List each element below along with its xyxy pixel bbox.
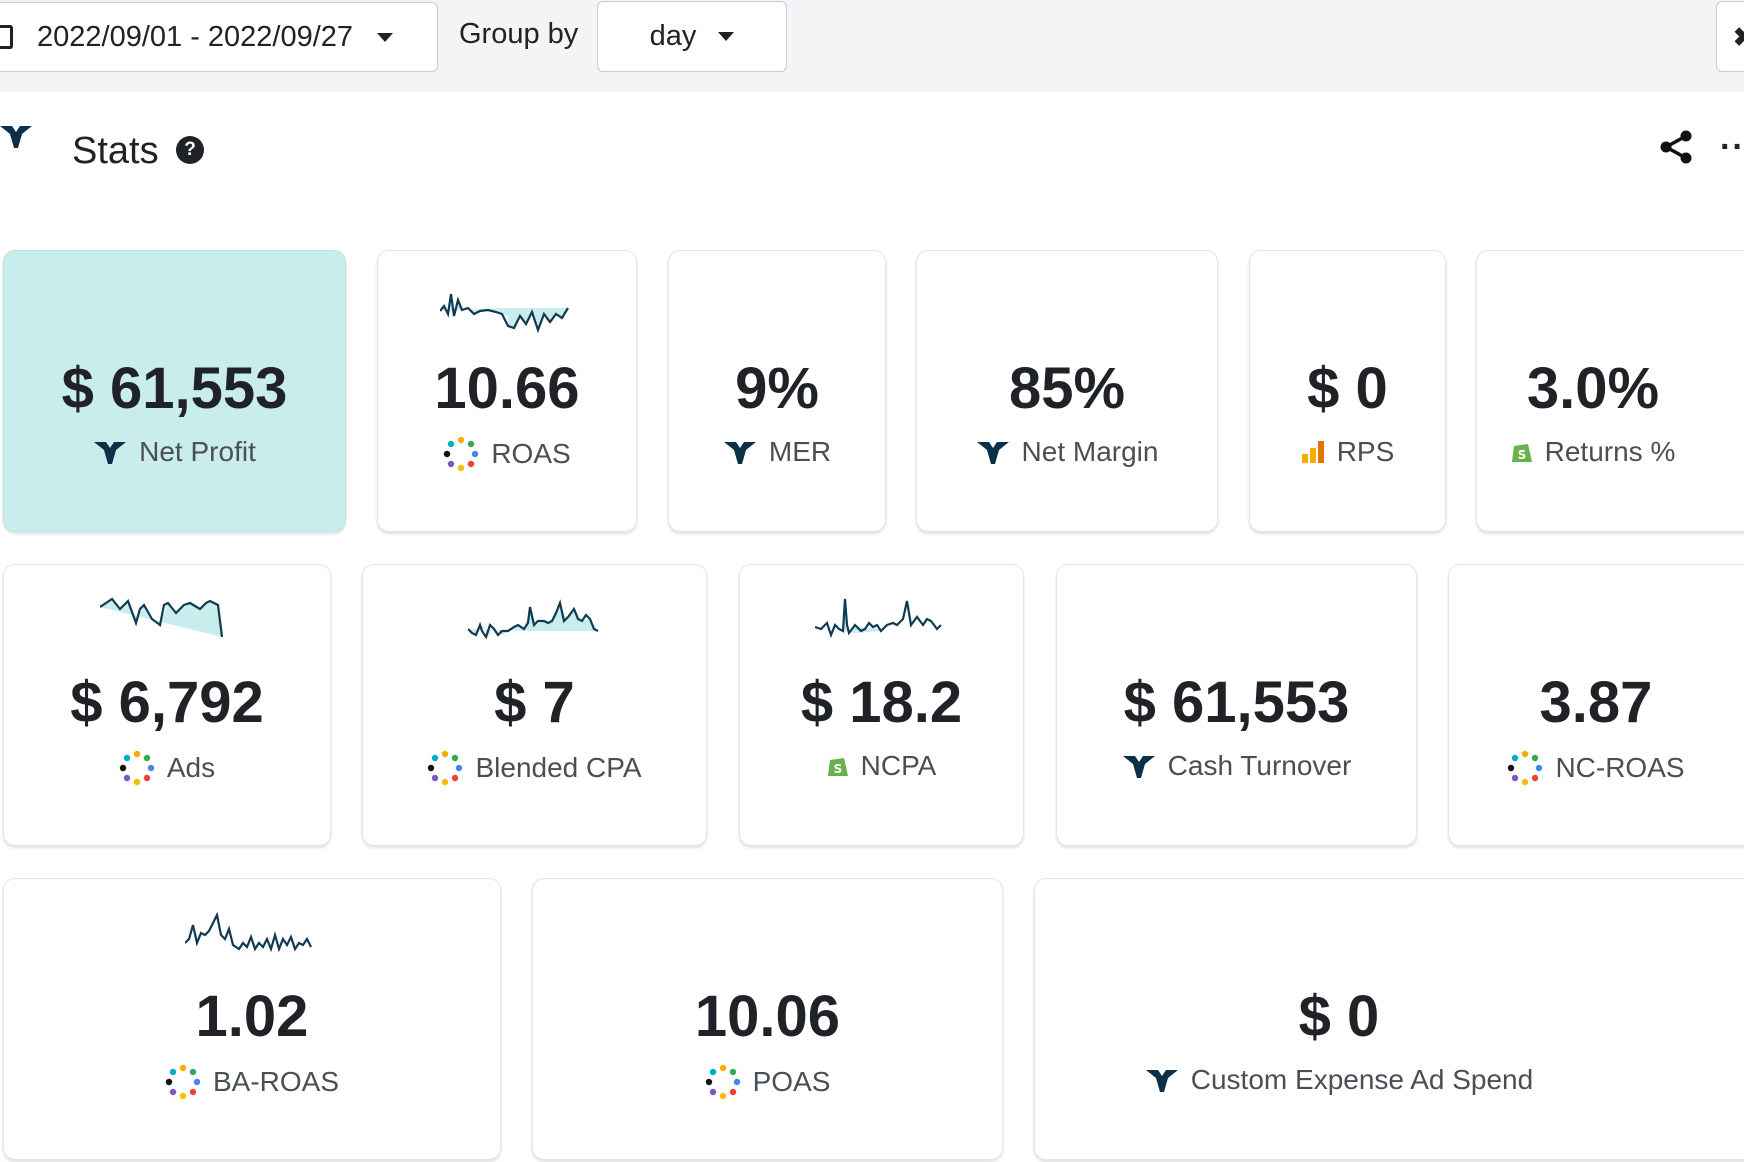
metric-card-poas[interactable]: 10.06 POAS <box>532 878 1003 1160</box>
shopify-icon: S <box>1511 440 1533 464</box>
chevron-down-icon <box>377 32 394 42</box>
metric-value: $ 0 <box>1298 984 1380 1049</box>
help-icon[interactable]: ? <box>176 136 204 164</box>
metric-value: $ 0 <box>1307 356 1388 421</box>
triple-whale-icon <box>93 438 127 466</box>
metric-value: $ 61,553 <box>1123 670 1350 735</box>
triple-whale-icon <box>1122 752 1156 780</box>
metric-label: S Returns % <box>1477 436 1709 468</box>
metric-label: NC-ROAS <box>1449 750 1743 786</box>
pixel-dots-icon <box>443 436 479 472</box>
metric-value: 85% <box>1008 356 1126 421</box>
pixel-dots-icon <box>427 750 463 786</box>
metric-card-net-margin[interactable]: 85% Net Margin <box>916 250 1218 532</box>
metric-card-ba-roas[interactable]: 1.02 BA-ROAS <box>3 878 501 1160</box>
metric-value: $ 7 <box>494 670 575 735</box>
metric-card-ads[interactable]: $ 6,792 Ads <box>3 564 331 846</box>
metric-card-ncpa[interactable]: $ 18.2 S NCPA <box>739 564 1024 846</box>
metric-label: RPS <box>1250 436 1445 468</box>
metric-value: $ 6,792 <box>70 670 264 735</box>
triple-whale-icon <box>1145 1066 1179 1094</box>
sparkline <box>467 599 598 640</box>
triple-whale-icon <box>723 438 757 466</box>
metric-card-blended-cpa[interactable]: $ 7 Blended CPA <box>362 564 707 846</box>
close-icon: ✖ <box>1733 22 1744 52</box>
metric-value: 3.87 <box>1539 670 1653 735</box>
close-button[interactable]: ✖ <box>1716 1 1744 72</box>
page-title: Stats <box>72 130 159 172</box>
date-range-text: 2022/09/01 - 2022/09/27 <box>37 20 354 53</box>
metric-card-roas[interactable]: 10.66 ROAS <box>377 250 637 532</box>
calendar-icon <box>0 25 13 49</box>
pixel-dots-icon <box>705 1064 741 1100</box>
metric-card-rps[interactable]: $ 0 RPS <box>1249 250 1446 532</box>
pixel-dots-icon <box>119 750 155 786</box>
metric-value: 10.66 <box>434 356 580 421</box>
metric-label: Cash Turnover <box>1057 750 1416 782</box>
metric-label: Net Profit <box>4 436 345 468</box>
metric-label: S NCPA <box>740 750 1023 782</box>
metric-label: BA-ROAS <box>4 1064 500 1100</box>
chevron-down-icon <box>718 32 735 41</box>
metric-label: Ads <box>4 750 330 786</box>
sparkline <box>185 911 312 953</box>
sparkline <box>100 597 224 638</box>
pixel-dots-icon <box>165 1064 201 1100</box>
sparkline <box>440 293 569 334</box>
metric-label: Custom Expense Ad Spend <box>1035 1064 1643 1096</box>
metric-card-returns[interactable]: 3.0% S Returns % <box>1476 250 1744 532</box>
metric-card-nc-roas[interactable]: 3.87 NC-ROAS <box>1448 564 1744 846</box>
triple-whale-logo-icon <box>0 126 32 148</box>
group-by-label: Group by <box>459 18 579 50</box>
sparkline <box>814 598 942 639</box>
date-range-picker[interactable]: 2022/09/01 - 2022/09/27 <box>0 2 438 72</box>
shopify-icon: S <box>827 754 849 778</box>
metric-card-cash-turnover[interactable]: $ 61,553 Cash Turnover <box>1056 564 1417 846</box>
metric-value: 1.02 <box>195 984 309 1049</box>
more-options-icon[interactable]: ··· <box>1720 128 1744 166</box>
toolbar: 2022/09/01 - 2022/09/27 Group by day ✖ <box>0 0 1744 92</box>
pixel-dots-icon <box>1507 750 1543 786</box>
google-analytics-icon <box>1301 440 1325 464</box>
metric-value: 10.06 <box>694 984 841 1049</box>
metric-label: MER <box>669 436 885 468</box>
metric-card-net-profit[interactable]: $ 61,553 Net Profit <box>3 250 346 532</box>
metric-card-custom-expense-ad-spend[interactable]: $ 0 Custom Expense Ad Spend <box>1034 878 1744 1160</box>
share-icon[interactable] <box>1660 130 1694 164</box>
metric-value: $ 18.2 <box>800 670 963 735</box>
metric-label: Net Margin <box>917 436 1217 468</box>
metric-value: 3.0% <box>1526 356 1660 421</box>
metric-value: 9% <box>735 356 819 421</box>
metric-card-mer[interactable]: 9% MER <box>668 250 886 532</box>
group-by-select[interactable]: day <box>597 1 787 72</box>
triple-whale-icon <box>976 438 1010 466</box>
svg-text:S: S <box>1517 448 1526 462</box>
svg-text:S: S <box>833 762 842 776</box>
metric-label: POAS <box>533 1064 1002 1100</box>
group-by-value: day <box>649 20 697 52</box>
metric-label: ROAS <box>378 436 636 472</box>
metric-label: Blended CPA <box>363 750 706 786</box>
metric-value: $ 61,553 <box>61 356 288 421</box>
